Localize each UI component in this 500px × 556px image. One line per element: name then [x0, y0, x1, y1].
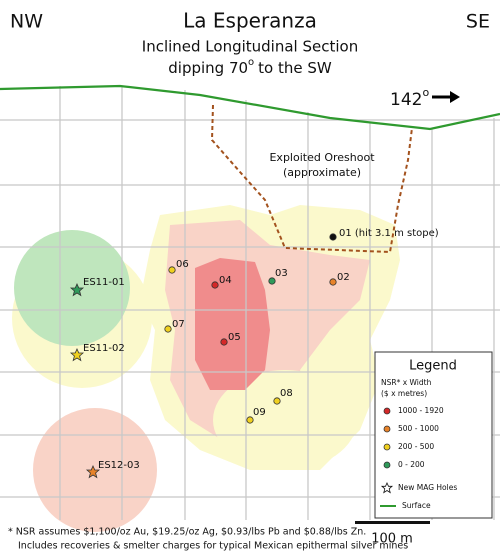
degree-sign: o	[248, 57, 254, 68]
hole-label: 02	[337, 272, 350, 283]
legend-swatch	[383, 425, 391, 433]
legend-swatch	[383, 461, 391, 469]
drill-holes: 01 (hit 3.1 m stope) 02 03 04 05 06 07 0…	[69, 228, 439, 479]
footnote: * NSR assumes $1,100/oz Au, $19.25/oz Ag…	[8, 527, 366, 538]
oreshoot-label: Exploited Oreshoot	[269, 151, 375, 164]
bearing-arrowhead	[450, 91, 460, 103]
hole-label: 04	[219, 275, 232, 286]
subtitle: dipping 70o to the SW	[168, 57, 332, 77]
hole-label: ES12-03	[98, 460, 140, 471]
hole-marker	[220, 338, 228, 346]
legend-title: Legend	[409, 359, 457, 374]
scale-bar	[355, 521, 430, 524]
mag-hole-star	[85, 465, 101, 479]
subtitle: Inclined Longitudinal Section	[142, 38, 358, 56]
subtitle-part: dipping 70	[168, 59, 248, 77]
degree-sign: o	[422, 86, 429, 99]
mag-hole-star	[69, 348, 85, 362]
zone-200-500	[213, 370, 357, 470]
nsr-zones	[12, 205, 400, 532]
zone-1000-1920	[195, 258, 270, 390]
legend-swatch	[383, 407, 391, 415]
hole-label: 06	[176, 259, 189, 270]
oreshoot-label: (approximate)	[283, 166, 361, 179]
subtitle-part: to the SW	[258, 59, 332, 77]
hole-label: 09	[253, 407, 266, 418]
hole-marker	[168, 266, 176, 274]
hole-marker	[329, 278, 337, 286]
hole-marker	[211, 281, 219, 289]
legend-item: 1000 - 1920	[398, 406, 444, 415]
hole-marker	[273, 397, 281, 405]
legend-item: Surface	[402, 501, 431, 510]
hole-label: ES11-01	[83, 277, 125, 288]
mag-hole-star	[69, 283, 85, 297]
legend-item: 500 - 1000	[398, 424, 439, 433]
bearing-value: 142	[390, 90, 422, 110]
hole-label: 08	[280, 388, 293, 399]
title: La Esperanza	[183, 9, 317, 33]
legend-box	[374, 351, 493, 519]
oreshoot-outline	[210, 104, 413, 254]
legend-item: New MAG Holes	[398, 483, 457, 492]
legend-heading: NSR* x Width	[381, 378, 432, 387]
hole-label: 03	[275, 268, 288, 279]
scale-label: 100 m	[371, 532, 413, 547]
legend-heading: ($ x metres)	[381, 389, 427, 398]
grid	[0, 86, 500, 520]
footnote: Includes recoveries & smelter charges fo…	[18, 541, 408, 552]
hole-marker	[246, 416, 254, 424]
legend-item: 200 - 500	[398, 442, 434, 451]
hole-marker	[268, 277, 276, 285]
hole-label: 07	[172, 319, 185, 330]
legend-swatch	[383, 443, 391, 451]
bearing: 142o	[390, 86, 429, 110]
hole-label: ES11-02	[83, 343, 125, 354]
legend: Legend NSR* x Width ($ x metres) 1000 - …	[374, 351, 493, 519]
nw-label: NW	[10, 11, 43, 33]
legend-swatch	[380, 482, 394, 494]
hole-label: 05	[228, 332, 241, 343]
hole-marker	[329, 233, 337, 241]
hole-marker	[164, 325, 172, 333]
se-label: SE	[466, 11, 490, 33]
legend-item: 0 - 200	[398, 460, 425, 469]
hole-label: 01 (hit 3.1 m stope)	[339, 228, 439, 239]
surface-line	[0, 84, 500, 131]
